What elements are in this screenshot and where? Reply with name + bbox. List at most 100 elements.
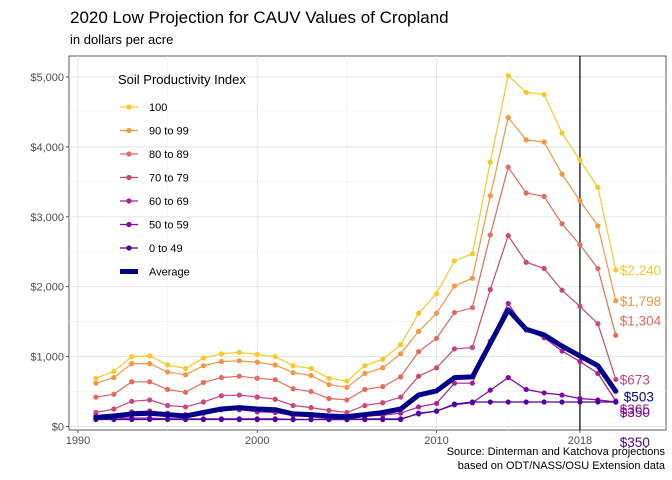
series-layer: [93, 72, 619, 423]
data-point: [290, 386, 296, 392]
data-point: [111, 368, 117, 374]
legend: Soil Productivity Index 100 90 to 99 80 to…: [118, 72, 246, 279]
series-line: [95, 234, 617, 414]
legend-label: Average: [149, 267, 190, 279]
data-point: [93, 380, 99, 386]
data-point: [613, 376, 619, 383]
x-tick-label: 2010: [424, 435, 448, 447]
data-point: [236, 392, 242, 398]
data-point: [415, 404, 422, 410]
data-point: [344, 409, 350, 416]
data-point: [129, 360, 135, 367]
legend-label: 60 to 69: [149, 196, 189, 208]
data-point: [236, 373, 242, 379]
data-point: [236, 349, 242, 356]
data-point: [147, 416, 153, 423]
data-point: [433, 408, 440, 414]
data-point: [254, 394, 260, 400]
data-point: [451, 380, 458, 386]
y-tick-label: $3,000: [30, 212, 64, 224]
plot-panel: [68, 55, 667, 431]
data-point: [469, 399, 475, 405]
data-point: [254, 351, 260, 358]
data-point: [129, 398, 135, 404]
data-point: [290, 402, 296, 409]
data-point: [487, 159, 493, 165]
data-point: [111, 391, 117, 397]
data-point: [415, 373, 422, 379]
data-point: [541, 265, 547, 272]
data-point: [344, 397, 350, 403]
data-point: [415, 349, 422, 355]
x-axis: 1990 2000 2010 2018: [66, 430, 592, 447]
data-point: [398, 394, 404, 400]
data-point: [487, 193, 493, 199]
data-point: [451, 283, 458, 289]
end-label: $503: [624, 389, 654, 404]
series-line: [95, 401, 616, 421]
data-point: [326, 407, 332, 414]
data-point: [577, 399, 583, 405]
data-point: [469, 305, 475, 311]
data-point: [218, 416, 224, 423]
data-point: [595, 184, 601, 191]
data-point: [165, 362, 171, 368]
data-point: [272, 416, 278, 423]
data-point: [541, 193, 547, 200]
data-point: [451, 258, 458, 264]
data-point: [433, 400, 440, 407]
data-point: [505, 233, 511, 239]
y-tick-label: $4,000: [30, 142, 64, 154]
legend-title: Soil Productivity Index: [118, 72, 246, 87]
data-point: [433, 291, 440, 297]
data-point: [398, 342, 404, 348]
data-point: [487, 399, 493, 405]
data-point: [290, 416, 296, 423]
x-tick-label: 1990: [66, 435, 90, 447]
data-point: [308, 416, 314, 423]
data-point: [487, 387, 493, 393]
x-tick-label: 2018: [568, 435, 592, 447]
y-tick-label: $0: [52, 422, 64, 434]
end-label: $2,240: [620, 263, 661, 278]
data-point: [433, 310, 440, 316]
data-point: [308, 388, 314, 395]
data-point: [523, 386, 529, 393]
series-line: [95, 165, 617, 401]
data-point: [200, 363, 207, 369]
data-point: [451, 346, 458, 352]
data-point: [380, 400, 386, 406]
y-axis: $0 $1,000 $2,000 $3,000 $4,000 $5,000: [30, 72, 69, 434]
data-point: [272, 362, 278, 368]
data-point: [165, 369, 171, 375]
data-point: [362, 416, 368, 423]
data-point: [236, 358, 242, 364]
data-point: [577, 303, 583, 309]
series-line: [95, 74, 617, 382]
data-point: [487, 286, 493, 293]
data-point: [200, 379, 207, 386]
data-point: [559, 287, 565, 293]
data-point: [111, 406, 117, 412]
data-point: [236, 416, 242, 423]
data-point: [182, 372, 189, 378]
end-label: $350: [620, 405, 650, 420]
legend-key-point: [126, 151, 132, 157]
end-labels: $2,240$1,798$1,304$673$365$350$350$503: [620, 263, 662, 450]
data-point: [469, 275, 475, 281]
data-point: [326, 375, 332, 381]
data-point: [523, 137, 529, 143]
data-point: [218, 374, 224, 381]
legend-key-point: [126, 198, 132, 204]
data-point: [200, 399, 207, 405]
data-point: [218, 358, 224, 365]
data-point: [380, 365, 386, 371]
data-point: [505, 300, 511, 307]
data-point: [129, 353, 135, 360]
data-point: [254, 416, 260, 423]
legend-label: 70 to 79: [149, 173, 189, 185]
data-point: [523, 190, 529, 196]
data-point: [577, 157, 583, 163]
data-point: [523, 399, 529, 405]
